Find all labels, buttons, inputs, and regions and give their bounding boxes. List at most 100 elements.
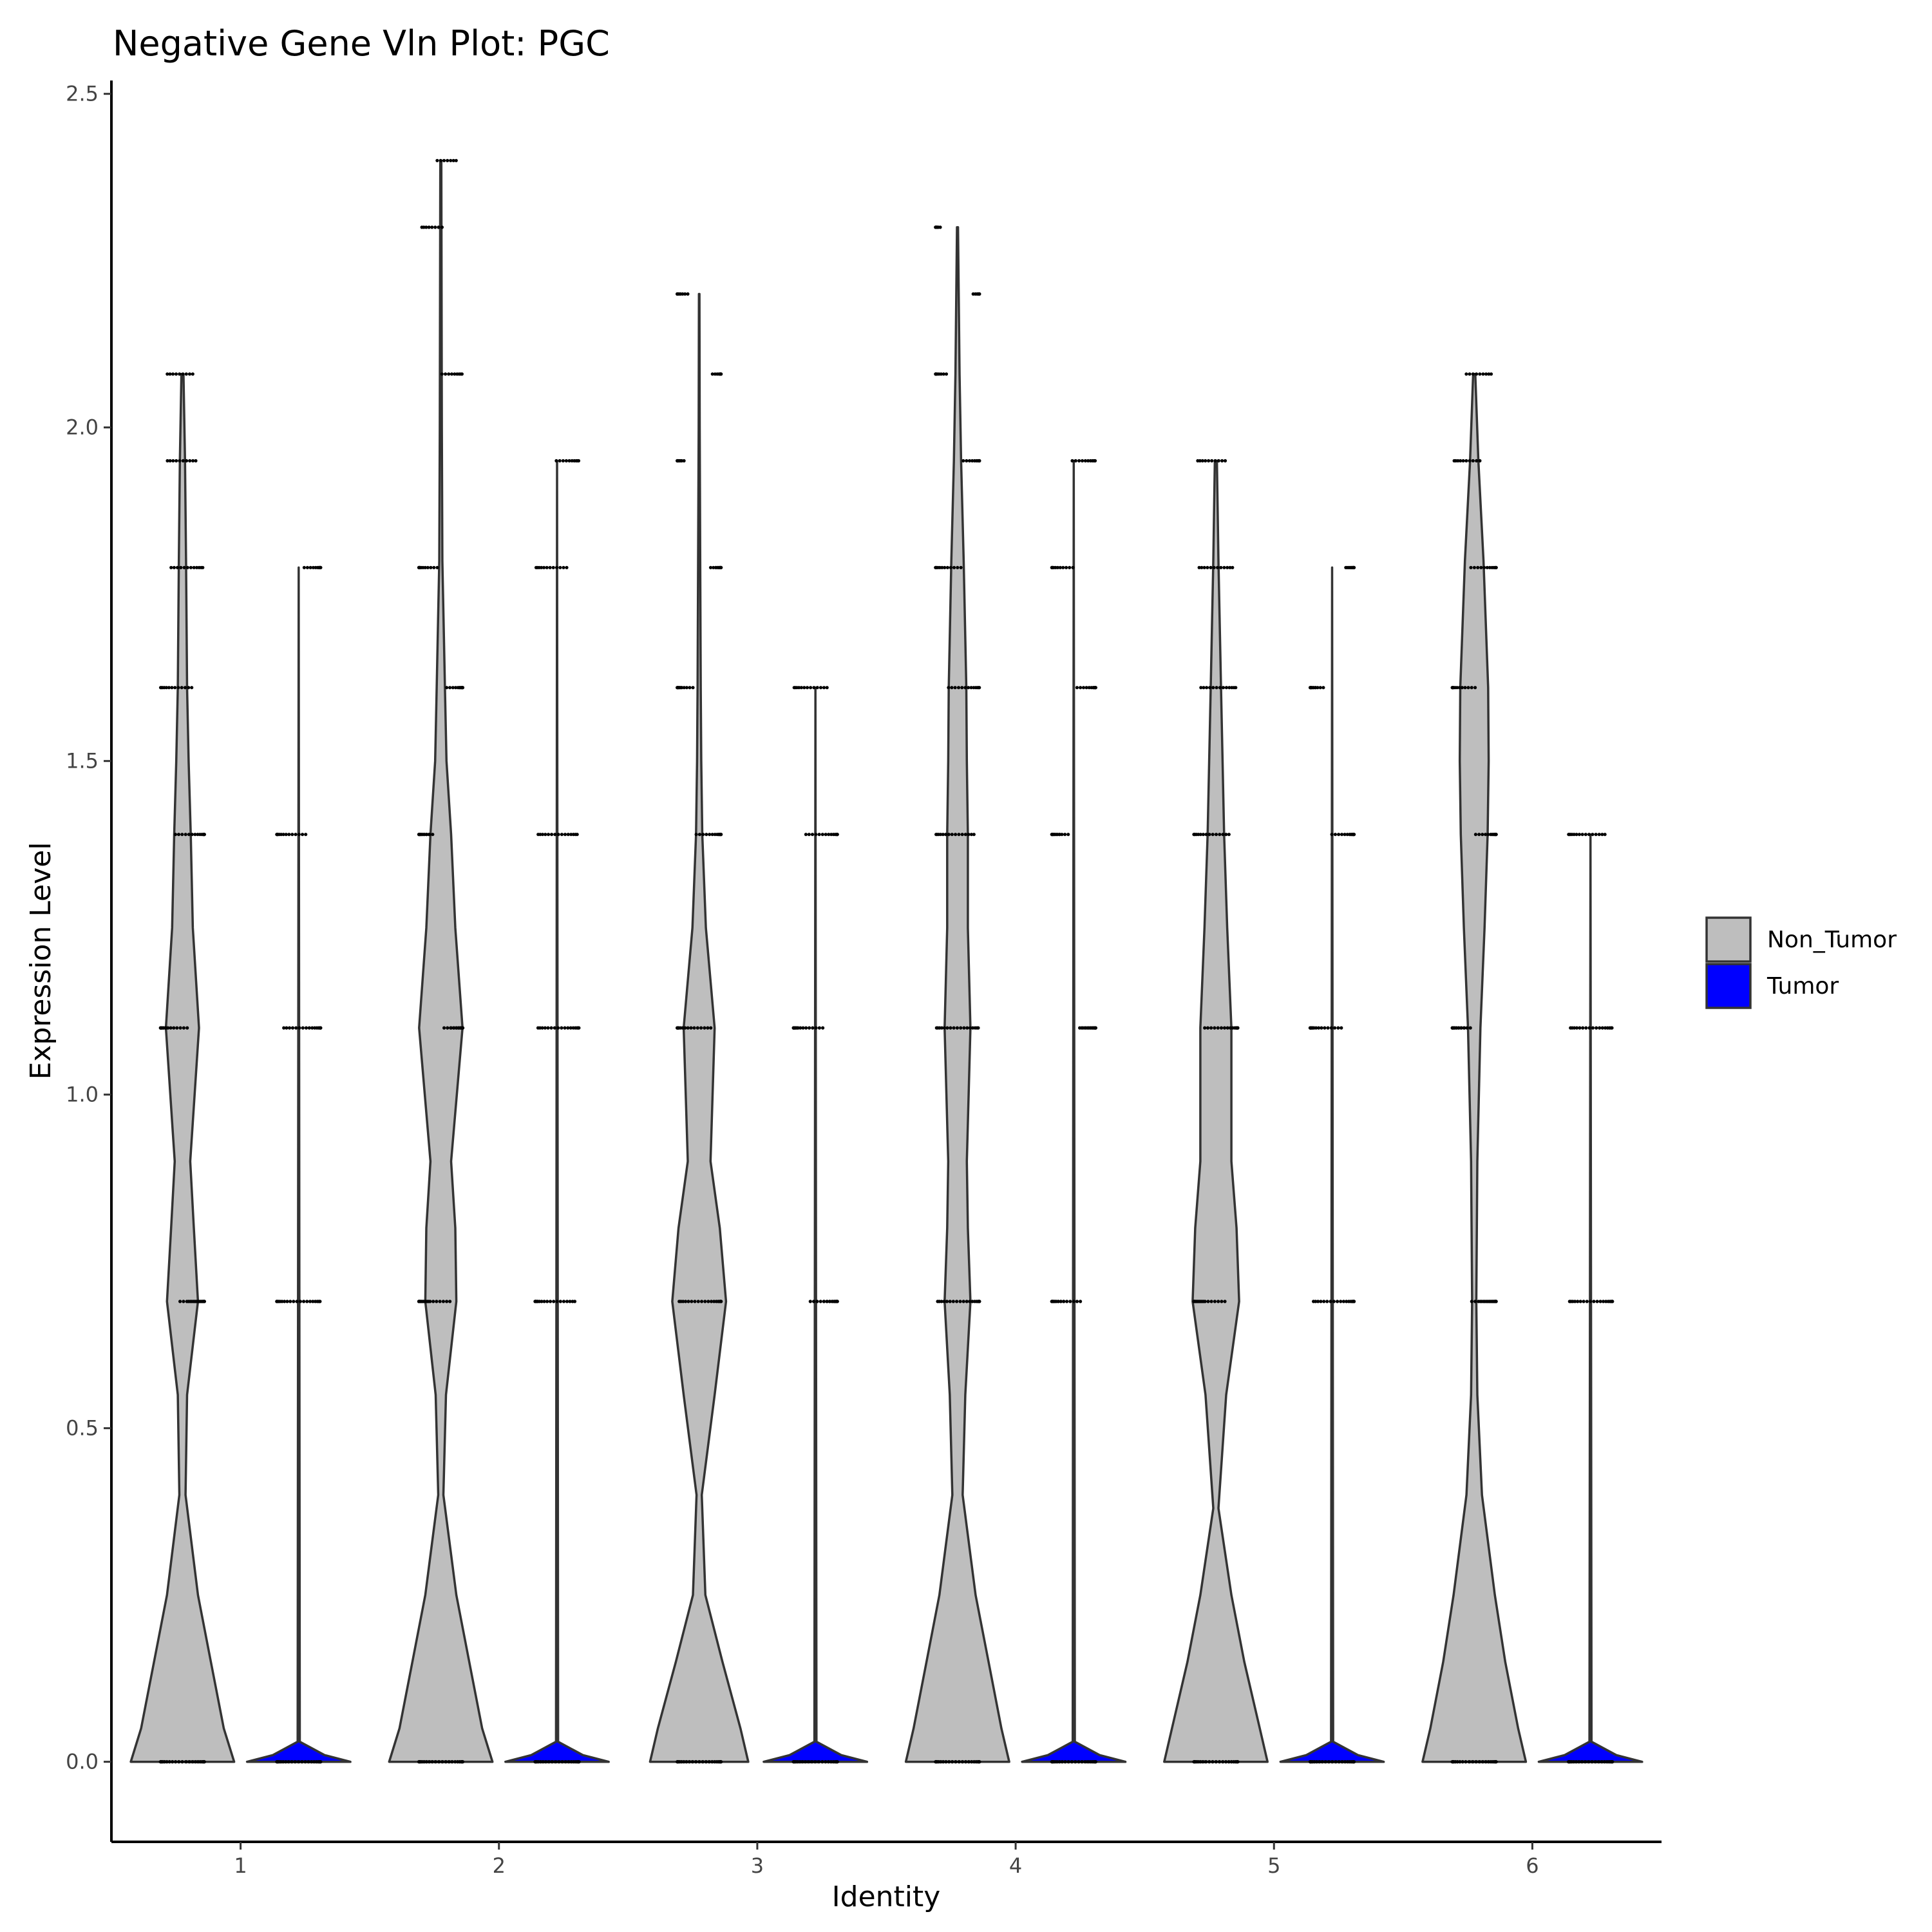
data-point (823, 1760, 827, 1764)
data-point (1572, 833, 1576, 837)
data-point (943, 565, 947, 569)
data-point (284, 833, 288, 837)
data-point (1481, 372, 1485, 376)
data-point (1487, 372, 1491, 376)
data-point (1072, 1300, 1075, 1303)
data-point (971, 1300, 974, 1303)
data-point (1585, 1300, 1589, 1303)
data-point (553, 1026, 556, 1030)
data-point (1081, 459, 1084, 463)
data-point (694, 833, 698, 837)
data-point (425, 1300, 430, 1303)
data-point (566, 1026, 570, 1030)
x-tick-label: 3 (751, 1853, 764, 1878)
data-point (1332, 1300, 1336, 1303)
data-point (1311, 1760, 1314, 1764)
data-point (435, 158, 439, 162)
data-point (713, 833, 717, 837)
data-point (961, 1300, 965, 1303)
data-point (957, 833, 961, 837)
data-point (1062, 1300, 1066, 1303)
data-point (189, 565, 193, 569)
data-point (815, 1300, 819, 1303)
data-point (172, 565, 176, 569)
data-point (1472, 565, 1476, 569)
data-point (960, 833, 964, 837)
data-point (1600, 1026, 1604, 1030)
data-point (1605, 1026, 1609, 1030)
data-point (1208, 1760, 1211, 1764)
data-point (1313, 686, 1317, 690)
data-point (952, 1026, 956, 1030)
data-point (680, 686, 684, 690)
data-point (1473, 686, 1477, 690)
data-point (1075, 1300, 1079, 1303)
data-point (453, 686, 458, 690)
data-point (940, 565, 944, 569)
data-point (548, 565, 552, 569)
data-point (1575, 1760, 1578, 1764)
data-point (1468, 1760, 1472, 1764)
data-point (453, 372, 457, 376)
data-point (318, 1300, 322, 1303)
data-point (563, 833, 567, 837)
data-point (431, 833, 435, 837)
data-point (181, 459, 185, 463)
data-point (820, 833, 824, 837)
data-point (304, 833, 308, 837)
data-point (1059, 1300, 1063, 1303)
violin-tumor-1 (245, 566, 352, 1763)
data-point (705, 1760, 708, 1764)
data-point (193, 1300, 196, 1303)
data-point (577, 1026, 581, 1030)
data-point (424, 1760, 428, 1764)
data-point (1468, 459, 1472, 463)
data-point (185, 565, 189, 569)
data-point (971, 292, 975, 296)
data-point (441, 1300, 446, 1303)
data-point (701, 1760, 705, 1764)
data-point (298, 1026, 301, 1030)
data-point (183, 686, 187, 690)
data-point (684, 1300, 688, 1303)
data-point (820, 1760, 824, 1764)
data-point (554, 565, 559, 569)
data-point (307, 1026, 311, 1030)
data-point (1316, 686, 1320, 690)
data-point (451, 1026, 455, 1030)
data-point (201, 565, 205, 569)
data-point (681, 1026, 685, 1030)
data-point (972, 459, 976, 463)
data-point (1479, 565, 1483, 569)
data-point (1227, 1760, 1231, 1764)
data-point (1330, 833, 1334, 837)
data-point (1468, 372, 1472, 376)
data-point (1063, 833, 1067, 837)
data-point (167, 1760, 171, 1764)
data-point (1317, 1760, 1321, 1764)
data-point (1475, 1760, 1479, 1764)
data-point (1211, 833, 1215, 837)
data-point (1056, 1300, 1060, 1303)
data-point (1573, 1300, 1577, 1303)
data-point (1206, 1300, 1210, 1303)
data-point (549, 1026, 553, 1030)
data-point (825, 686, 829, 690)
data-point (1594, 833, 1598, 837)
data-point (290, 1760, 294, 1764)
data-point (297, 833, 301, 837)
data-point (302, 1300, 306, 1303)
data-point (799, 1760, 802, 1764)
data-point (1477, 1300, 1481, 1303)
data-point (714, 565, 718, 569)
data-point (170, 686, 174, 690)
data-point (191, 1760, 195, 1764)
data-point (1198, 1760, 1202, 1764)
data-point (1459, 459, 1463, 463)
data-point (1201, 833, 1205, 837)
data-point (202, 833, 205, 837)
data-point (170, 1760, 175, 1764)
data-point (708, 1760, 712, 1764)
data-point (807, 833, 811, 837)
